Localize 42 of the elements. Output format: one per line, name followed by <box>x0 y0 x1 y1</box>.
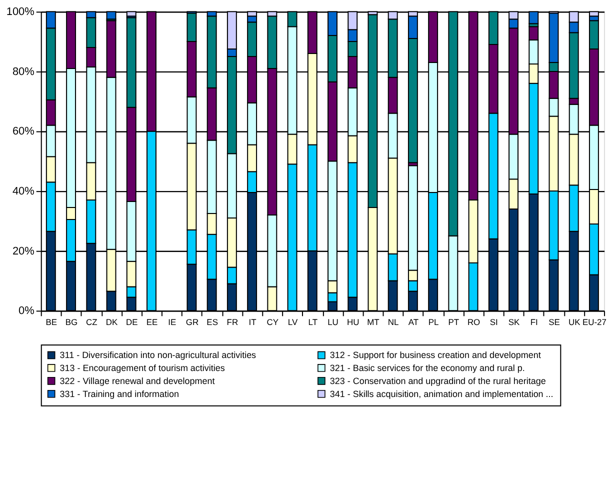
legend-label: 321 - Basic services for the economy and rural p. <box>330 362 525 373</box>
x-tick-label: CZ <box>86 317 98 328</box>
x-tick-label: SK <box>508 317 520 328</box>
x-tick-label: CY <box>266 317 279 328</box>
x-tick-label: GR <box>186 317 199 328</box>
x-tick-label: FR <box>226 317 238 328</box>
y-tick-label: 20% <box>12 245 35 258</box>
legend-label: 313 - Encouragement of tourism activities <box>60 362 226 373</box>
x-tick-label: LV <box>288 317 298 328</box>
x-tick-label: FI <box>530 317 538 328</box>
x-tick-label: IE <box>168 317 176 328</box>
legend-label: 331 - Training and information <box>60 388 179 399</box>
x-tick-label: PL <box>428 317 440 328</box>
x-tick-label: NL <box>388 317 400 328</box>
x-tick-label: LU <box>328 317 338 328</box>
x-tick-label: ES <box>206 317 218 328</box>
legend-label: 322 - Village renewal and development <box>60 376 216 386</box>
x-tick-label: EU-27 <box>582 317 607 328</box>
x-tick-label: UK <box>568 317 581 328</box>
legend-label: 311 - Diversification into non-agricultural activities <box>60 350 257 360</box>
legend-label: 312 - Support for business creation and development <box>330 350 542 360</box>
x-tick-label: MT <box>367 317 380 328</box>
x-tick-label: EE <box>146 317 158 328</box>
y-tick-label: 100% <box>6 6 35 18</box>
y-tick-label: 80% <box>12 66 35 78</box>
x-tick-label: PT <box>448 317 460 328</box>
x-tick-label: DE <box>126 317 138 328</box>
x-tick-label: BG <box>65 317 78 328</box>
x-tick-label: LT <box>308 317 318 328</box>
y-tick-label: 0% <box>18 305 35 318</box>
legend-label: 323 - Conservation and upgradind of the rural heritage <box>330 376 546 386</box>
legend-label: 341 - Skills acquisition, animation and implementation ... <box>330 388 554 399</box>
x-tick-label: SE <box>548 317 560 328</box>
x-tick-label: IT <box>248 317 256 328</box>
x-tick-label: DK <box>106 317 118 328</box>
x-tick-label: AT <box>408 317 419 328</box>
x-tick-label: RO <box>467 317 481 328</box>
x-tick-label: SI <box>490 317 498 328</box>
x-tick-label: HU <box>346 317 360 328</box>
y-tick-label: 40% <box>12 186 35 198</box>
y-tick-label: 60% <box>12 126 35 138</box>
x-tick-label: BE <box>46 317 58 328</box>
